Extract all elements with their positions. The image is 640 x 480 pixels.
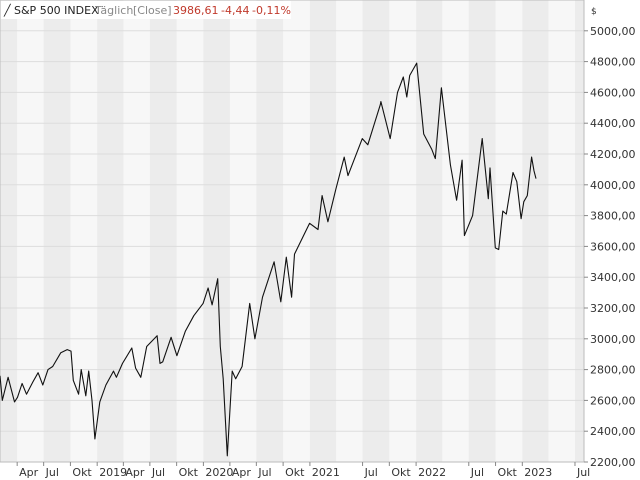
period-bands — [0, 0, 584, 462]
y-tick-label: 4800,00 — [590, 56, 636, 69]
x-tick-label: Jul — [257, 466, 271, 479]
y-tick-label: 3800,00 — [590, 210, 636, 223]
y-tick-label: 3000,00 — [590, 333, 636, 346]
x-tick-label: 2019 — [99, 466, 127, 479]
x-tick-label: Okt — [285, 466, 305, 479]
x-tick-label: Okt — [498, 466, 518, 479]
period-band — [416, 0, 443, 462]
period-band — [309, 0, 337, 462]
x-tick-label: Okt — [179, 466, 199, 479]
y-tick-label: 2800,00 — [590, 364, 636, 377]
plot-area — [0, 0, 584, 462]
x-tick-label: Jul — [364, 466, 378, 479]
y-tick-label: 2200,00 — [590, 456, 636, 469]
currency-label: $ — [591, 7, 597, 17]
x-tick-label: 2020 — [205, 466, 233, 479]
x-tick-label: Apr — [232, 466, 252, 479]
period-band — [97, 0, 124, 462]
header-background — [1, 1, 291, 19]
y-axis: 2200,00 2400,00 2600,00 2800,00 3000,00 3200,… — [584, 25, 636, 469]
y-tick-label: 4000,00 — [590, 179, 636, 192]
period-band — [149, 0, 177, 462]
y-tick-label: 3600,00 — [590, 240, 636, 253]
x-tick-label: Apr — [125, 466, 145, 479]
chart-line-icon: ╱ — [3, 3, 12, 17]
x-tick-label: 2022 — [418, 466, 446, 479]
x-tick-label: Jul — [45, 466, 59, 479]
period-band — [43, 0, 71, 462]
y-tick-label: 3200,00 — [590, 302, 636, 315]
change-percent: -0,11% — [252, 4, 291, 17]
x-tick-label: Okt — [391, 466, 411, 479]
period-band — [574, 0, 584, 462]
y-tick-label: 3400,00 — [590, 271, 636, 284]
x-tick-label: Jul — [151, 466, 165, 479]
period-band — [468, 0, 496, 462]
series-line-sp500 — [0, 62, 537, 457]
y-tick-label: 5000,00 — [590, 25, 636, 38]
period-band — [362, 0, 390, 462]
chart-title: S&P 500 INDEX — [14, 4, 99, 17]
x-tick-label: Jul — [576, 466, 590, 479]
x-tick-label: Jul — [470, 466, 484, 479]
y-tick-label: 4600,00 — [590, 86, 636, 99]
change-absolute: -4,44 — [221, 4, 249, 17]
y-tick-label: 4200,00 — [590, 148, 636, 161]
y-tick-label: 2400,00 — [590, 425, 636, 438]
period-band — [522, 0, 549, 462]
x-tick-label: Apr — [19, 466, 39, 479]
period-band — [203, 0, 230, 462]
period-band — [0, 0, 18, 462]
interval-label: Täglich — [94, 4, 133, 17]
x-tick-label: 2023 — [524, 466, 552, 479]
period-band — [256, 0, 284, 462]
last-value: 3986,61 — [173, 4, 219, 17]
y-tick-label: 2600,00 — [590, 394, 636, 407]
price-type-label: [Close] — [133, 4, 172, 17]
plot-frame — [0, 0, 585, 463]
y-tick-label: 4400,00 — [590, 117, 636, 130]
x-tick-label: Okt — [72, 466, 92, 479]
x-tick-label: 2021 — [312, 466, 340, 479]
